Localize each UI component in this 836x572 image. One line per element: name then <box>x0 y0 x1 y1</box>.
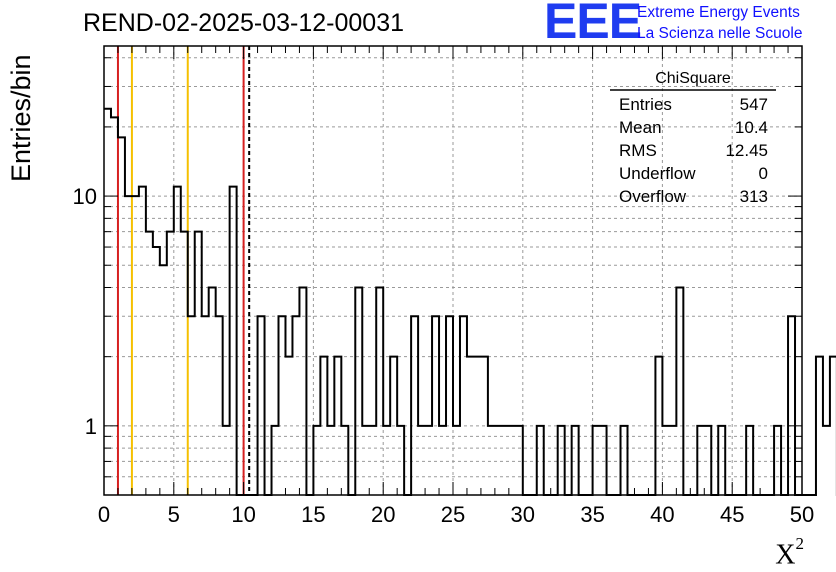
stats-value: 547 <box>740 95 768 114</box>
x-tick-label: 45 <box>720 502 744 527</box>
x-tick-label: 5 <box>168 502 180 527</box>
stats-title: ChiSquare <box>655 70 731 87</box>
stats-box: ChiSquare Entries 547 Mean 10.4 RMS 12.45 Unde… <box>610 70 776 206</box>
x-tick-label: 10 <box>231 502 255 527</box>
stats-value: 313 <box>740 187 768 206</box>
stats-label: Overflow <box>619 187 687 206</box>
x-axis-label: X2 <box>775 534 804 571</box>
x-axis-label-sup: 2 <box>795 534 805 553</box>
stats-value: 0 <box>759 164 768 183</box>
stats-label: Entries <box>619 95 672 114</box>
axes: 0 5 10 15 20 25 30 35 40 45 50 1 10 <box>73 45 814 527</box>
x-tick-label: 35 <box>580 502 604 527</box>
x-tick-label: 25 <box>441 502 465 527</box>
x-tick-label: 50 <box>790 502 814 527</box>
x-tick-label: 30 <box>511 502 535 527</box>
stats-value: 10.4 <box>735 118 768 137</box>
y-tick-label: 1 <box>85 414 97 439</box>
chart-title: REND-02-2025-03-12-00031 <box>83 9 405 37</box>
reference-lines <box>116 46 251 495</box>
x-tick-label: 40 <box>650 502 674 527</box>
logo-line-2: La Scienza nelle Scuole <box>637 25 803 42</box>
logo-mark: EEE <box>544 0 642 49</box>
x-tick-label: 20 <box>371 502 395 527</box>
logo-line-1: Extreme Energy Events <box>637 4 800 21</box>
x-axis-label-main: X <box>775 539 796 571</box>
histogram-series <box>104 107 836 496</box>
y-tick-label: 10 <box>73 184 97 209</box>
stats-label: Mean <box>619 118 662 137</box>
stats-label: RMS <box>619 141 657 160</box>
x-tick-label: 0 <box>98 502 110 527</box>
stats-value: 12.45 <box>725 141 768 160</box>
x-tick-label: 15 <box>301 502 325 527</box>
stats-label: Underflow <box>619 164 696 183</box>
